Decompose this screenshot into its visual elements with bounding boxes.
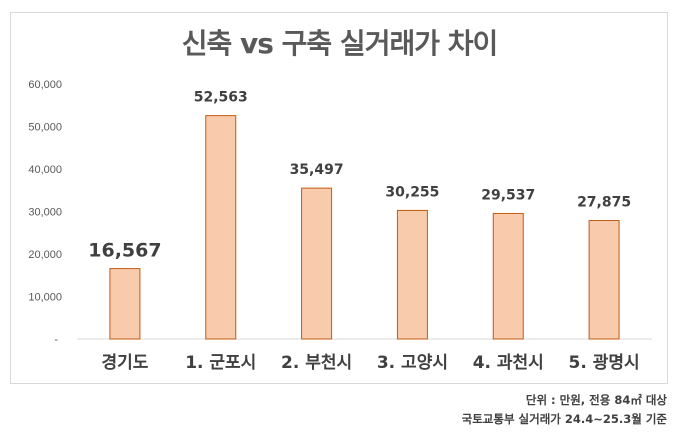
y-tick-label: 40,000 [28,164,62,176]
source-note: 국토교통부 실거래가 24.4~25.3월 기준 [461,412,667,426]
x-tick-label: 2. 부천시 [281,353,352,373]
x-tick-label: 1. 군포시 [185,353,256,373]
data-label: 30,255 [385,184,439,200]
bar [301,187,333,340]
x-tick-label: 경기도 [101,353,148,373]
bar [588,220,620,340]
data-label: 27,875 [577,195,631,211]
data-label: 16,567 [88,240,161,262]
unit-note: 단위 : 만원, 전용 84㎡ 대상 [525,393,667,407]
data-label: 52,563 [194,90,248,106]
y-tick-label: - [54,334,58,346]
y-tick-label: 50,000 [28,122,62,134]
chart-area [10,12,668,384]
bar [109,268,141,340]
y-tick-label: 30,000 [28,207,62,219]
chart-title: 신축 vs 구축 실거래가 차이 [181,27,499,60]
bar [205,115,237,340]
x-tick-label: 4. 과천시 [473,353,544,373]
x-tick-label: 3. 고양시 [377,353,448,373]
bar [492,212,524,340]
x-tick-label: 5. 광명시 [569,353,640,373]
y-tick-label: 10,000 [28,292,62,304]
y-tick-label: 60,000 [28,79,62,91]
bar [396,209,428,340]
y-tick-label: 20,000 [28,249,62,261]
data-label: 35,497 [290,162,344,178]
data-label: 29,537 [481,187,535,203]
